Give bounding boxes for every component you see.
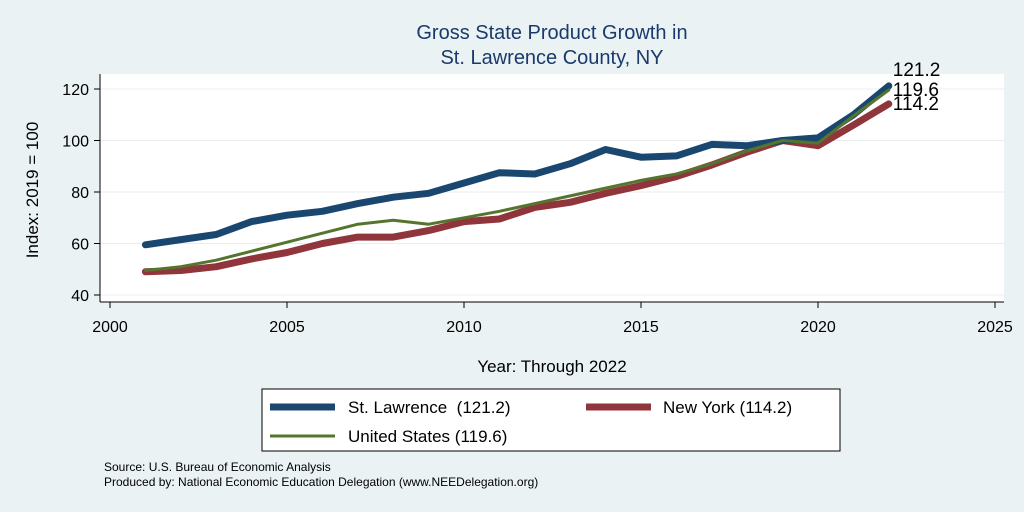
y-tick-label: 40: [71, 288, 89, 305]
x-tick-label: 2025: [977, 319, 1013, 336]
legend: St. Lawrence (121.2) New York (114.2) Un…: [261, 388, 841, 452]
end-label-united-states: 119.6: [893, 80, 939, 101]
chart-title-line-1: Gross State Product Growth in: [416, 22, 687, 44]
end-label-st-lawrence: 121.2: [893, 60, 941, 81]
y-axis-label: Index: 2019 = 100: [23, 122, 42, 259]
y-tick-label: 100: [62, 134, 89, 151]
x-tick-label: 2000: [92, 319, 128, 336]
legend-label-united-states: United States (119.6): [348, 427, 507, 446]
x-axis-label: Year: Through 2022: [477, 357, 626, 376]
series-line-united-states: [143, 88, 891, 272]
series-lines: [141, 82, 893, 276]
x-tick-label: 2015: [623, 319, 659, 336]
y-tick-label: 80: [71, 185, 89, 202]
y-tick-label: 120: [62, 82, 89, 99]
producer-note: Produced by: National Economic Education…: [104, 475, 538, 489]
gridlines: [100, 88, 1004, 296]
end-label-new-york: 114.2: [893, 94, 939, 115]
x-tick-label: 2005: [269, 319, 305, 336]
series-line-st-lawrence: [141, 82, 893, 249]
legend-label-st-lawrence: St. Lawrence (121.2): [348, 398, 511, 417]
axes: 40 60 80 100 120 2000 2005 2010 2015 2020 2025: [62, 74, 1013, 336]
y-tick-label: 60: [71, 237, 89, 254]
legend-label-new-york: New York (114.2): [663, 398, 792, 417]
source-note: Source: U.S. Bureau of Economic Analysis: [104, 460, 331, 474]
x-tick-label: 2020: [800, 319, 836, 336]
chart-title-line-2: St. Lawrence County, NY: [440, 47, 663, 69]
legend-box: [261, 388, 841, 452]
plot-area: [100, 74, 1004, 302]
x-tick-label: 2010: [446, 319, 482, 336]
